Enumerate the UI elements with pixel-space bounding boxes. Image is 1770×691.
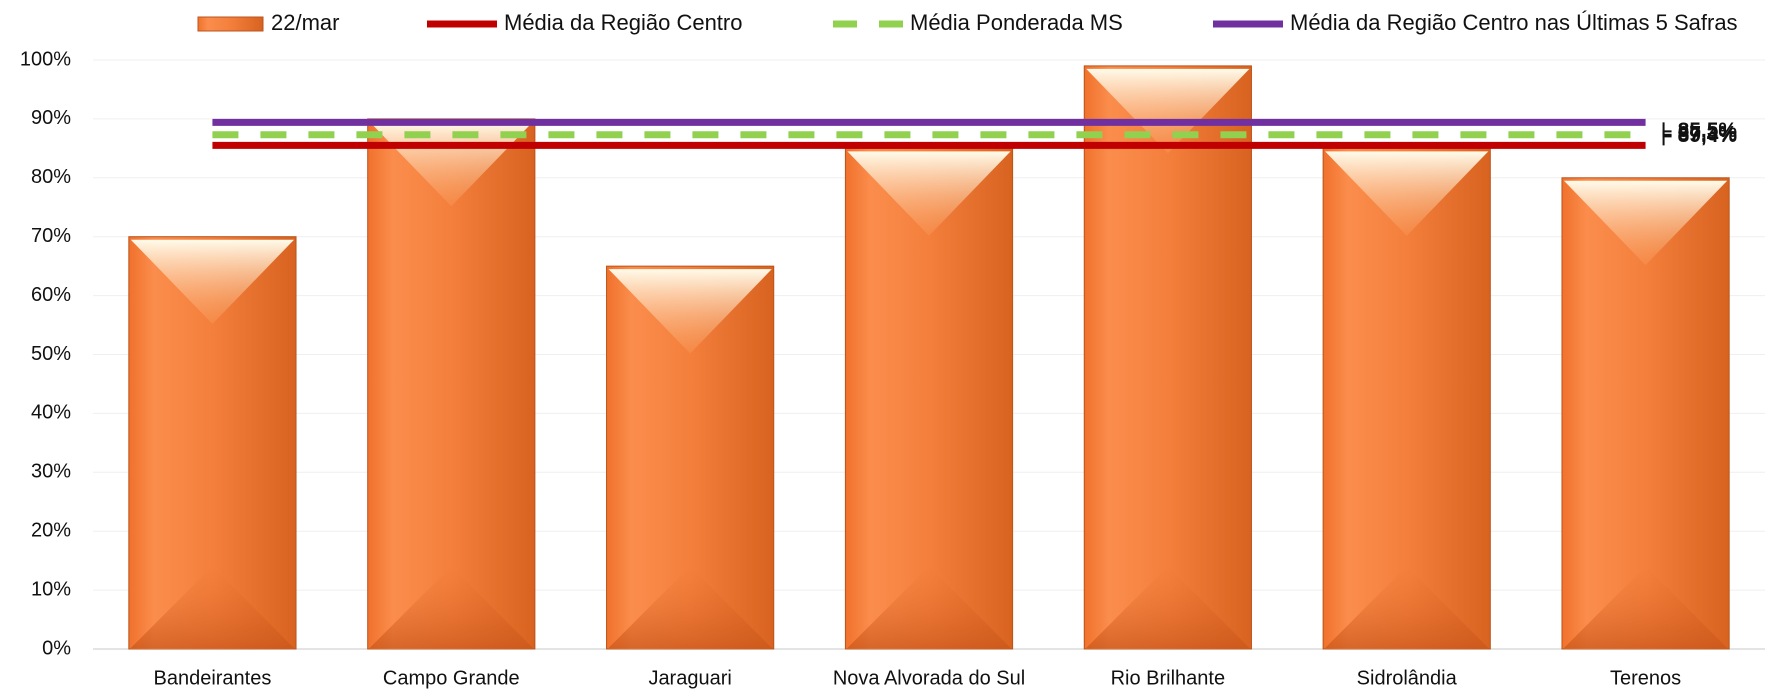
bar-highlight <box>1563 180 1728 266</box>
bar-shade <box>1086 566 1250 648</box>
legend-label: 22/mar <box>271 10 339 35</box>
y-tick-label: 50% <box>31 343 71 365</box>
bar-highlight <box>1325 151 1489 236</box>
bar-shade <box>608 566 772 648</box>
x-tick-label: Nova Alvorada do Sul <box>833 667 1025 689</box>
y-tick-label: 90% <box>31 107 71 129</box>
y-tick-label: 60% <box>31 284 71 306</box>
legend-label: Média da Região Centro <box>504 10 742 35</box>
x-tick-label: Campo Grande <box>383 667 520 689</box>
bar-shade <box>130 566 295 648</box>
x-tick-label: Rio Brilhante <box>1111 667 1226 689</box>
legend-label: Média Ponderada MS <box>910 10 1123 35</box>
legend-label: Média da Região Centro nas Últimas 5 Saf… <box>1290 10 1738 35</box>
x-tick-label: Bandeirantes <box>153 667 271 689</box>
bar-highlight <box>1086 68 1250 154</box>
bar-highlight <box>847 151 1011 236</box>
label-leader <box>1662 122 1672 138</box>
y-tick-label: 80% <box>31 166 71 188</box>
bar-shade <box>847 566 1011 648</box>
x-tick-label: Sidrolândia <box>1357 667 1458 689</box>
reference-label: 85,5% <box>1678 119 1738 142</box>
legend-swatch <box>197 16 264 32</box>
y-tick-label: 70% <box>31 225 71 247</box>
bar-shade <box>1325 566 1489 648</box>
y-tick-label: 0% <box>42 637 71 659</box>
bar-highlight <box>608 269 772 354</box>
bar-shade <box>1563 566 1728 648</box>
bar <box>367 118 536 650</box>
bar-shade <box>369 566 533 648</box>
reference-label: 89,4% <box>1678 124 1738 147</box>
y-tick-label: 20% <box>31 519 71 541</box>
bar <box>1083 65 1252 650</box>
y-tick-label: 40% <box>31 402 71 424</box>
bar-highlight <box>130 239 295 325</box>
reference-label: 87,3% <box>1678 122 1738 145</box>
y-tick-label: 30% <box>31 461 71 483</box>
label-leader <box>1662 130 1672 146</box>
x-tick-label: Terenos <box>1610 667 1681 689</box>
y-tick-label: 100% <box>20 48 71 70</box>
y-tick-label: 10% <box>31 578 71 600</box>
x-tick-label: Jaraguari <box>648 667 731 689</box>
